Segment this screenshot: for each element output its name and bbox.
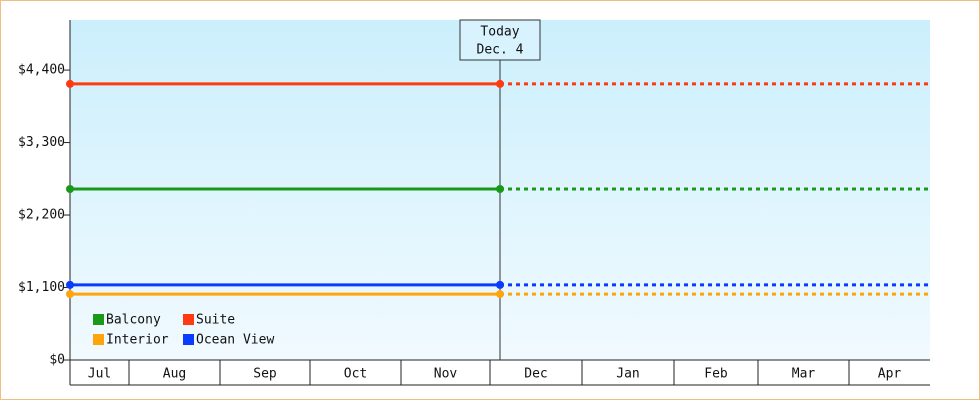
today-box [459, 19, 541, 61]
point [496, 290, 504, 299]
x-tick-label: Jan [616, 367, 639, 382]
y-tick-label: $1,100 [18, 280, 65, 295]
x-tick-label: Aug [163, 367, 186, 382]
x-tick-label: Mar [792, 367, 816, 382]
x-tick-label: Dec [524, 367, 547, 382]
y-tick-label: $2,200 [18, 208, 65, 223]
legend-label: Interior [106, 333, 169, 348]
x-tick-label: Nov [434, 367, 458, 382]
legend-label: Suite [196, 313, 235, 328]
point [496, 280, 504, 289]
point [66, 79, 74, 88]
point [496, 79, 504, 88]
point [66, 280, 74, 289]
today-date: Dec. 4 [477, 43, 524, 58]
legend-label: Ocean View [196, 333, 274, 348]
legend-swatch [93, 314, 104, 325]
point [66, 290, 74, 299]
point [66, 185, 74, 194]
x-tick-label: Apr [878, 367, 902, 382]
y-tick-label: $3,300 [18, 135, 65, 150]
x-tick-label: Oct [344, 367, 367, 382]
today-title: Today [480, 25, 519, 40]
point [496, 185, 504, 194]
legend-swatch [183, 314, 194, 325]
y-tick-label: $4,400 [18, 63, 65, 78]
legend-swatch [183, 334, 194, 345]
legend-label: Balcony [106, 313, 161, 328]
x-tick-label: Sep [253, 367, 277, 382]
y-tick-label: $0 [49, 353, 65, 368]
legend-swatch [93, 334, 104, 345]
x-tick-label: Jul [88, 367, 111, 382]
x-tick-label: Feb [704, 367, 728, 382]
